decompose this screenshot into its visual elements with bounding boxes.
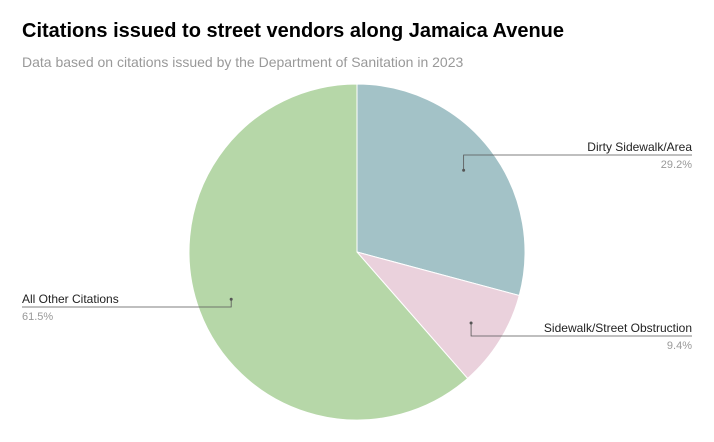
- leader-line-dirty-sidewalk-area: [463, 154, 692, 171]
- pie-slice-dirty-sidewalk-area: [356, 83, 526, 297]
- pie-slice-all-other-citations: [188, 83, 469, 421]
- slice-value-sidewalk-street-obstruction: 9.4%: [667, 340, 692, 352]
- leader-line-sidewalk-street-obstruction: [470, 323, 692, 337]
- slice-label-dirty-sidewalk-area: Dirty Sidewalk/Area: [587, 140, 692, 154]
- leader-line-all-other-citations: [22, 299, 232, 308]
- leader-dot-all-other-citations: [229, 297, 233, 301]
- slice-label-all-other-citations: All Other Citations: [22, 292, 119, 306]
- slice-label-sidewalk-street-obstruction: Sidewalk/Street Obstruction: [544, 321, 692, 335]
- chart-title: Citations issued to street vendors along…: [22, 20, 565, 42]
- pie-slices: [188, 83, 526, 421]
- leader-dot-sidewalk-street-obstruction: [469, 321, 473, 325]
- slice-value-all-other-citations: 61.5%: [22, 311, 53, 323]
- slice-value-dirty-sidewalk-area: 29.2%: [661, 159, 692, 171]
- chart-subtitle: Data based on citations issued by the De…: [22, 54, 464, 70]
- pie-labels: Dirty Sidewalk/Area 29.2% Sidewalk/Street …: [22, 140, 692, 352]
- pie-slice-sidewalk-street-obstruction: [355, 251, 520, 380]
- leader-dot-dirty-sidewalk-area: [462, 168, 466, 172]
